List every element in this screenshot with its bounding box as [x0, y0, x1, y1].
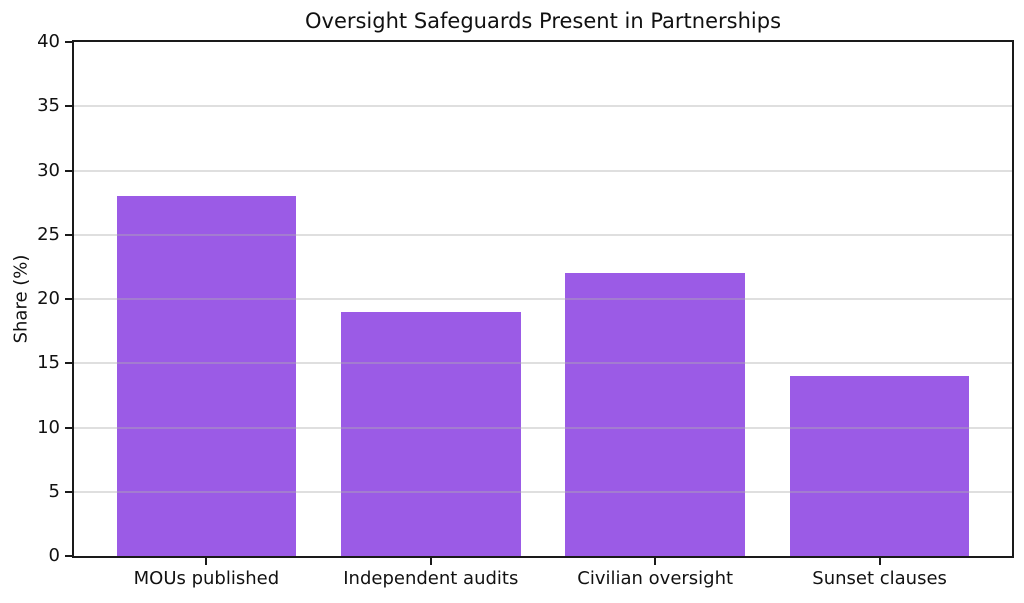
y-tick-mark-10: [65, 426, 72, 429]
gridline-25: [74, 233, 1012, 236]
x-tick-label-sunset-clauses: Sunset clauses: [812, 568, 947, 589]
x-tick-mark-civilian-oversight: [654, 558, 657, 565]
y-tick-mark-40: [65, 41, 72, 43]
y-tick-label-15: 15: [37, 352, 60, 374]
y-tick-mark-5: [65, 490, 72, 493]
bar-civilian-oversight: [565, 273, 745, 556]
y-tick-mark-30: [65, 169, 72, 172]
gridline-30: [74, 169, 1012, 172]
x-tick-label-civilian-oversight: Civilian oversight: [577, 568, 734, 589]
gridline-20: [74, 298, 1012, 300]
gridline-35: [74, 105, 1012, 108]
chart-title: Oversight Safeguards Present in Partners…: [304, 9, 782, 33]
y-tick-mark-0: [65, 555, 72, 557]
x-tick-mark-mous-published: [205, 558, 208, 565]
plot-area: [72, 40, 1014, 558]
y-tick-mark-25: [65, 233, 72, 236]
y-tick-label-35: 35: [37, 95, 60, 117]
bar-independent-audits: [341, 311, 521, 556]
x-tick-mark-sunset-clauses: [878, 558, 881, 565]
gridline-5: [74, 490, 1012, 493]
x-tick-mark-independent-audits: [429, 558, 432, 565]
y-tick-mark-20: [65, 298, 72, 300]
y-tick-label-0: 0: [48, 545, 60, 566]
y-tick-label-30: 30: [37, 159, 60, 181]
y-tick-mark-35: [65, 105, 72, 108]
gridline-15: [74, 362, 1012, 365]
y-tick-mark-15: [65, 362, 72, 365]
y-tick-label-20: 20: [37, 288, 60, 309]
gridline-10: [74, 426, 1012, 429]
y-tick-label-5: 5: [48, 480, 60, 502]
x-tick-label-mous-published: MOUs published: [133, 568, 280, 589]
y-tick-label-10: 10: [37, 416, 60, 438]
y-tick-label-40: 40: [37, 31, 60, 52]
y-tick-label-25: 25: [37, 223, 60, 245]
bar-mous-published: [116, 196, 297, 556]
x-tick-label-independent-audits: Independent audits: [343, 568, 519, 589]
bar-sunset-clauses: [789, 376, 970, 556]
